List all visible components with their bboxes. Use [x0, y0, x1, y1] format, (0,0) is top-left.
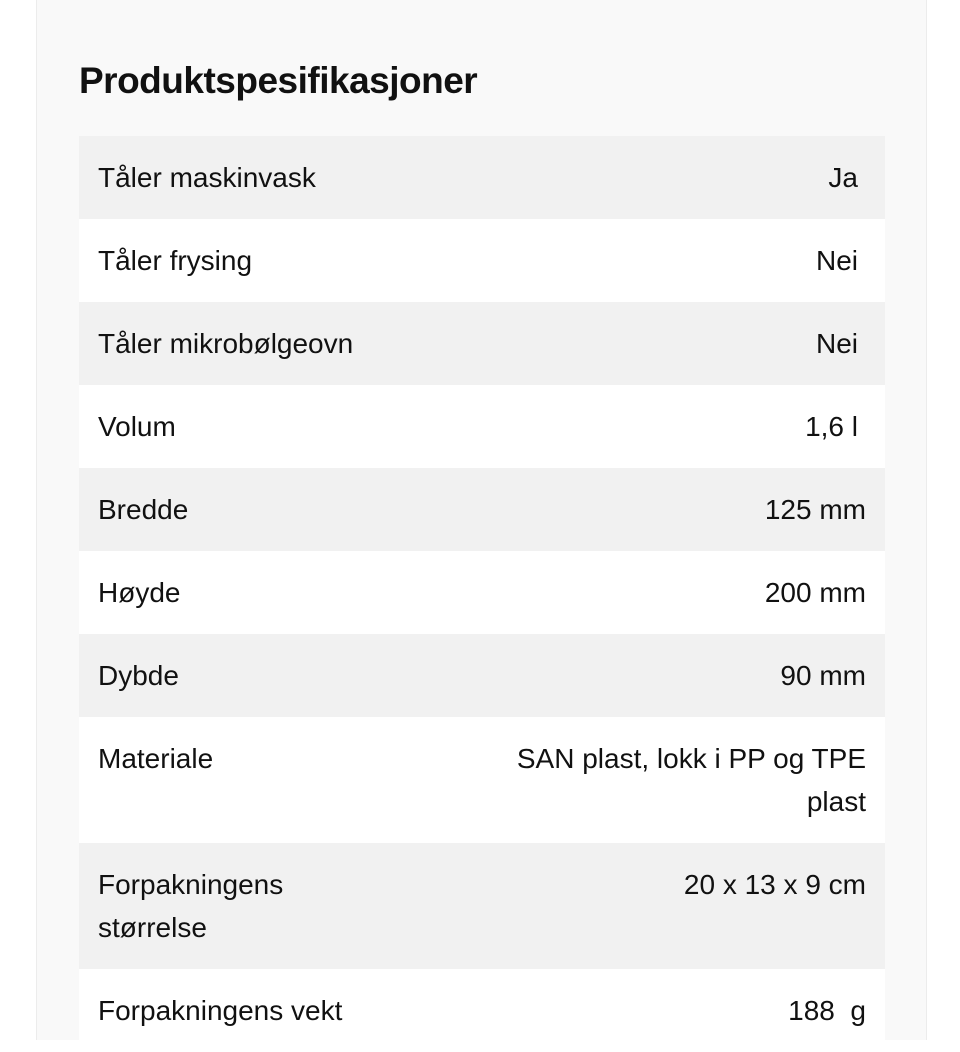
spec-row: Dybde 90 mm	[79, 634, 885, 717]
spec-row: Volum 1,6 l	[79, 385, 885, 468]
spec-label: Materiale	[98, 743, 214, 774]
spec-label: Tåler mikrobølgeovn	[98, 328, 354, 359]
spec-label: Høyde	[98, 577, 181, 608]
spec-label: Forpakningens størrelse	[98, 869, 284, 943]
spec-value: Ja	[828, 162, 858, 193]
spec-row: Tåler frysing Nei	[79, 219, 885, 302]
product-spec-card: Produktspesifikasjoner Tåler maskinvask J…	[36, 0, 927, 1052]
spec-row: Forpakningens størrelse 20 x 13 x 9 cm	[79, 843, 885, 969]
spec-table: Tåler maskinvask Ja Tåler frysing Nei Tåle…	[79, 136, 885, 1052]
spec-label: Forpakningens vekt	[98, 995, 343, 1026]
spec-value: 188 g	[788, 995, 866, 1026]
section-title: Produktspesifikasjoner	[79, 60, 478, 101]
spec-value: 125 mm	[764, 494, 866, 525]
spec-row: Høyde 200 mm	[79, 551, 885, 634]
spec-value: Nei	[815, 245, 858, 276]
spec-value: 90 mm	[780, 660, 866, 691]
spec-value: 200 mm	[764, 577, 866, 608]
spec-value: 20 x 13 x 9 cm	[683, 869, 866, 900]
spec-label: Volum	[98, 411, 176, 442]
spec-value: SAN plast, lokk i PP og TPE plast	[516, 743, 866, 817]
spec-row: Forpakningens vekt 188 g	[79, 969, 885, 1052]
spec-label: Tåler maskinvask	[98, 162, 316, 193]
spec-row: Bredde 125 mm	[79, 468, 885, 551]
spec-value: Nei	[815, 328, 858, 359]
spec-row: Tåler maskinvask Ja	[79, 136, 885, 219]
spec-row: Tåler mikrobølgeovn Nei	[79, 302, 885, 385]
spec-value: 1,6 l	[805, 411, 858, 442]
spec-row: Materiale SAN plast, lokk i PP og TPE pla…	[79, 717, 885, 843]
spec-label: Tåler frysing	[98, 245, 253, 276]
spec-label: Dybde	[98, 660, 179, 691]
spec-label: Bredde	[98, 494, 189, 525]
